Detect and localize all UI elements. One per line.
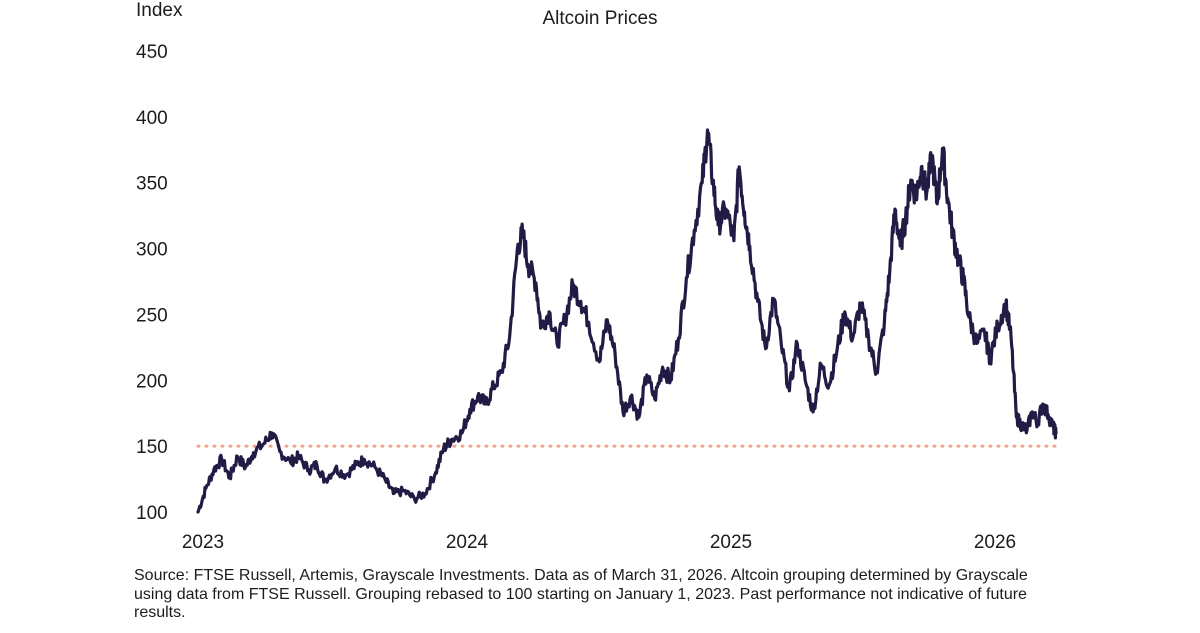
- altcoin-price-chart: Altcoin Prices Index 100 150 200 250 300 350 4…: [136, 0, 1058, 553]
- altcoin-index-line: [196, 128, 1058, 514]
- source-note: Source: FTSE Russell, Artemis, Grayscale…: [134, 567, 1028, 621]
- y-tick-label-400: 400: [136, 108, 168, 129]
- y-tick-label-150: 150: [136, 437, 168, 458]
- y-tick-label-100: 100: [136, 503, 168, 524]
- x-tick-label-2026: 2026: [974, 532, 1016, 553]
- y-tick-label-350: 350: [136, 174, 168, 195]
- y-tick-label-250: 250: [136, 305, 168, 326]
- y-axis-ticks: 100 150 200 250 300 350 400 450: [136, 42, 168, 524]
- y-tick-label-200: 200: [136, 371, 168, 392]
- x-tick-label-2025: 2025: [710, 532, 752, 553]
- y-axis-label: Index: [136, 0, 183, 21]
- x-axis-ticks: 2023 2024 2025 2026: [182, 532, 1016, 553]
- x-tick-label-2023: 2023: [182, 532, 224, 553]
- chart-title: Altcoin Prices: [542, 8, 657, 29]
- y-tick-label-300: 300: [136, 240, 168, 261]
- x-tick-label-2024: 2024: [446, 532, 489, 553]
- y-tick-label-450: 450: [136, 42, 168, 63]
